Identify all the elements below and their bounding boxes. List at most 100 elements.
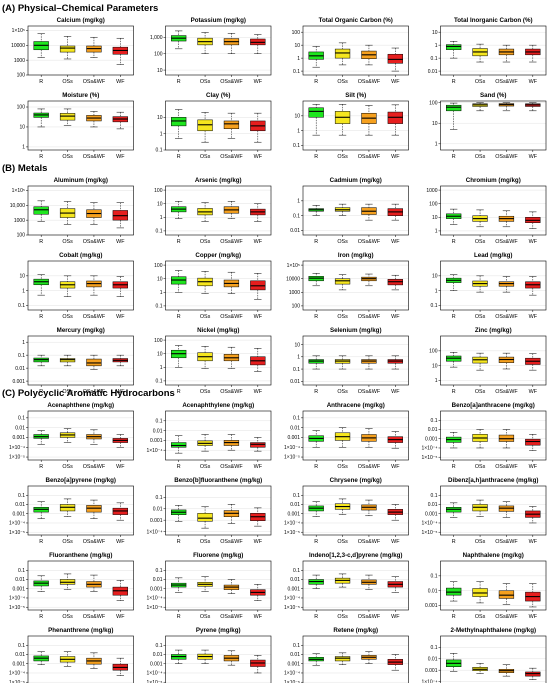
panel: 2-Methylnaphthalene (mg/kg) 0.1 0.01 0.001 1… bbox=[421, 627, 547, 683]
x-category-label: WF bbox=[116, 539, 125, 545]
y-tick-label: 0.01 bbox=[15, 425, 25, 431]
x-category-label: WF bbox=[391, 614, 400, 620]
plot-frame bbox=[302, 25, 409, 76]
box-OSs&WF bbox=[223, 579, 240, 594]
x-category-label: OSs bbox=[337, 389, 348, 395]
panel-title: Arsenic (mg/kg) bbox=[195, 177, 242, 184]
y-tick-label: 1 bbox=[297, 355, 300, 361]
y-tick-label: 0.1 bbox=[156, 419, 163, 425]
box-WF bbox=[525, 667, 541, 680]
box-OSs bbox=[334, 203, 351, 216]
box-WF bbox=[112, 657, 128, 677]
box-iqr bbox=[33, 206, 49, 215]
box-WF bbox=[250, 437, 266, 452]
y-tick-label: 0.001 bbox=[425, 603, 438, 609]
y-tick-label: 1000 bbox=[426, 188, 437, 194]
x-category-label: OSs&WF bbox=[495, 614, 518, 620]
box-OSs bbox=[334, 427, 351, 448]
panel-title: Benzo[b]fluoranthene (mg/kg) bbox=[174, 477, 262, 484]
y-tick-label: 10 bbox=[19, 125, 25, 131]
box-R bbox=[308, 46, 324, 68]
panel: Sand (%) 1 10 100 R OSs OSs&WF WF bbox=[429, 92, 547, 160]
box-OSs&WF bbox=[223, 271, 240, 294]
box-OSs&WF bbox=[361, 44, 377, 66]
y-tick-label: 100 bbox=[429, 100, 438, 106]
plot-frame bbox=[165, 335, 272, 386]
x-category-label: OSs bbox=[62, 539, 73, 545]
x-category-label: OSs bbox=[337, 464, 348, 470]
plot-frame bbox=[165, 100, 272, 151]
box-OSs&WF bbox=[223, 504, 240, 524]
y-tick-label: 0.001 bbox=[287, 661, 300, 667]
x-category-label: OSs&WF bbox=[358, 314, 381, 320]
box-OSs bbox=[59, 108, 76, 126]
y-tick-label: 10 bbox=[294, 114, 300, 120]
y-tick-label: 1×10⁵ bbox=[287, 263, 300, 269]
x-category-label: OSs bbox=[62, 314, 73, 320]
box-OSs bbox=[472, 275, 488, 293]
x-category-label: OSs&WF bbox=[220, 79, 243, 85]
y-tick-label: 0.01 bbox=[428, 656, 438, 662]
x-category-label: WF bbox=[391, 79, 400, 85]
panel-title: Lead (mg/kg) bbox=[474, 252, 513, 259]
y-tick-label: 1×10⁻⁵ bbox=[284, 680, 300, 683]
panel: Selenium (mg/kg) 0.01 0.1 1 10 R OSs OSs&WF WF bbox=[290, 327, 409, 395]
x-category-label: OSs&WF bbox=[83, 539, 106, 545]
box-OSs&WF bbox=[86, 354, 102, 370]
y-tick-label: 0.1 bbox=[156, 379, 163, 385]
x-category-label: WF bbox=[254, 314, 263, 320]
box-R bbox=[308, 501, 324, 517]
y-tick-label: 1 bbox=[160, 290, 163, 296]
x-category-label: WF bbox=[391, 389, 400, 395]
x-category-label: OSs&WF bbox=[220, 614, 243, 620]
y-tick-label: 0.001 bbox=[425, 668, 438, 674]
x-category-label: R bbox=[39, 239, 43, 245]
box-R bbox=[33, 575, 49, 592]
x-category-label: WF bbox=[391, 464, 400, 470]
panel-title: Fluoranthene (mg/kg) bbox=[49, 552, 112, 559]
box-WF bbox=[250, 584, 266, 602]
x-category-label: WF bbox=[529, 314, 538, 320]
x-category-label: R bbox=[177, 539, 181, 545]
panel: Silt (%) 0.1 1 10 R OSs OSs&WF WF bbox=[293, 92, 409, 160]
box-R bbox=[446, 41, 462, 59]
plot-frame bbox=[302, 410, 409, 461]
y-tick-label: 0.001 bbox=[287, 586, 300, 592]
box-OSs&WF bbox=[498, 352, 515, 370]
box-R bbox=[308, 355, 324, 370]
y-tick-label: 0.01 bbox=[290, 502, 300, 508]
y-tick-label: 10 bbox=[432, 121, 438, 127]
y-tick-label: 1 bbox=[160, 215, 163, 221]
panel: Fluoranthene (mg/kg) 0.1 0.01 0.001 1×10⁻⁴ 1×… bbox=[9, 552, 134, 620]
y-tick-label: 0.1 bbox=[18, 643, 25, 649]
box-OSs&WF bbox=[223, 650, 240, 666]
box-iqr bbox=[334, 48, 351, 59]
y-tick-label: 10 bbox=[157, 115, 163, 121]
plot-frame bbox=[440, 335, 547, 386]
y-tick-label: 1×10⁵ bbox=[12, 28, 25, 34]
x-category-label: WF bbox=[529, 614, 538, 620]
plot-frame bbox=[165, 25, 272, 76]
box-WF bbox=[387, 274, 403, 291]
panel-title: Indeno[1,2,3-c,d]pyrene (mg/kg) bbox=[309, 552, 403, 559]
x-category-label: OSs&WF bbox=[358, 79, 381, 85]
panel: Total Inorganic Carbon (%) 0.01 0.1 1 10 R OSs… bbox=[428, 17, 547, 85]
x-category-label: WF bbox=[391, 539, 400, 545]
y-tick-label: 1×10⁻⁴ bbox=[284, 671, 300, 677]
x-category-label: R bbox=[177, 464, 181, 470]
x-category-label: WF bbox=[116, 464, 125, 470]
y-tick-label: 0.01 bbox=[290, 577, 300, 583]
box-OSs bbox=[472, 663, 488, 674]
y-tick-label: 0.001 bbox=[287, 435, 300, 441]
x-category-label: WF bbox=[391, 314, 400, 320]
x-category-label: OSs&WF bbox=[83, 79, 106, 85]
box-OSs bbox=[472, 352, 488, 371]
y-tick-label: 1×10⁻⁴ bbox=[421, 521, 437, 527]
box-iqr bbox=[171, 442, 187, 448]
box-OSs bbox=[197, 202, 213, 222]
y-tick-label: 1 bbox=[435, 43, 438, 49]
box-OSs bbox=[334, 42, 351, 66]
x-category-label: WF bbox=[116, 314, 125, 320]
box-iqr bbox=[446, 44, 462, 50]
x-category-label: R bbox=[452, 389, 456, 395]
